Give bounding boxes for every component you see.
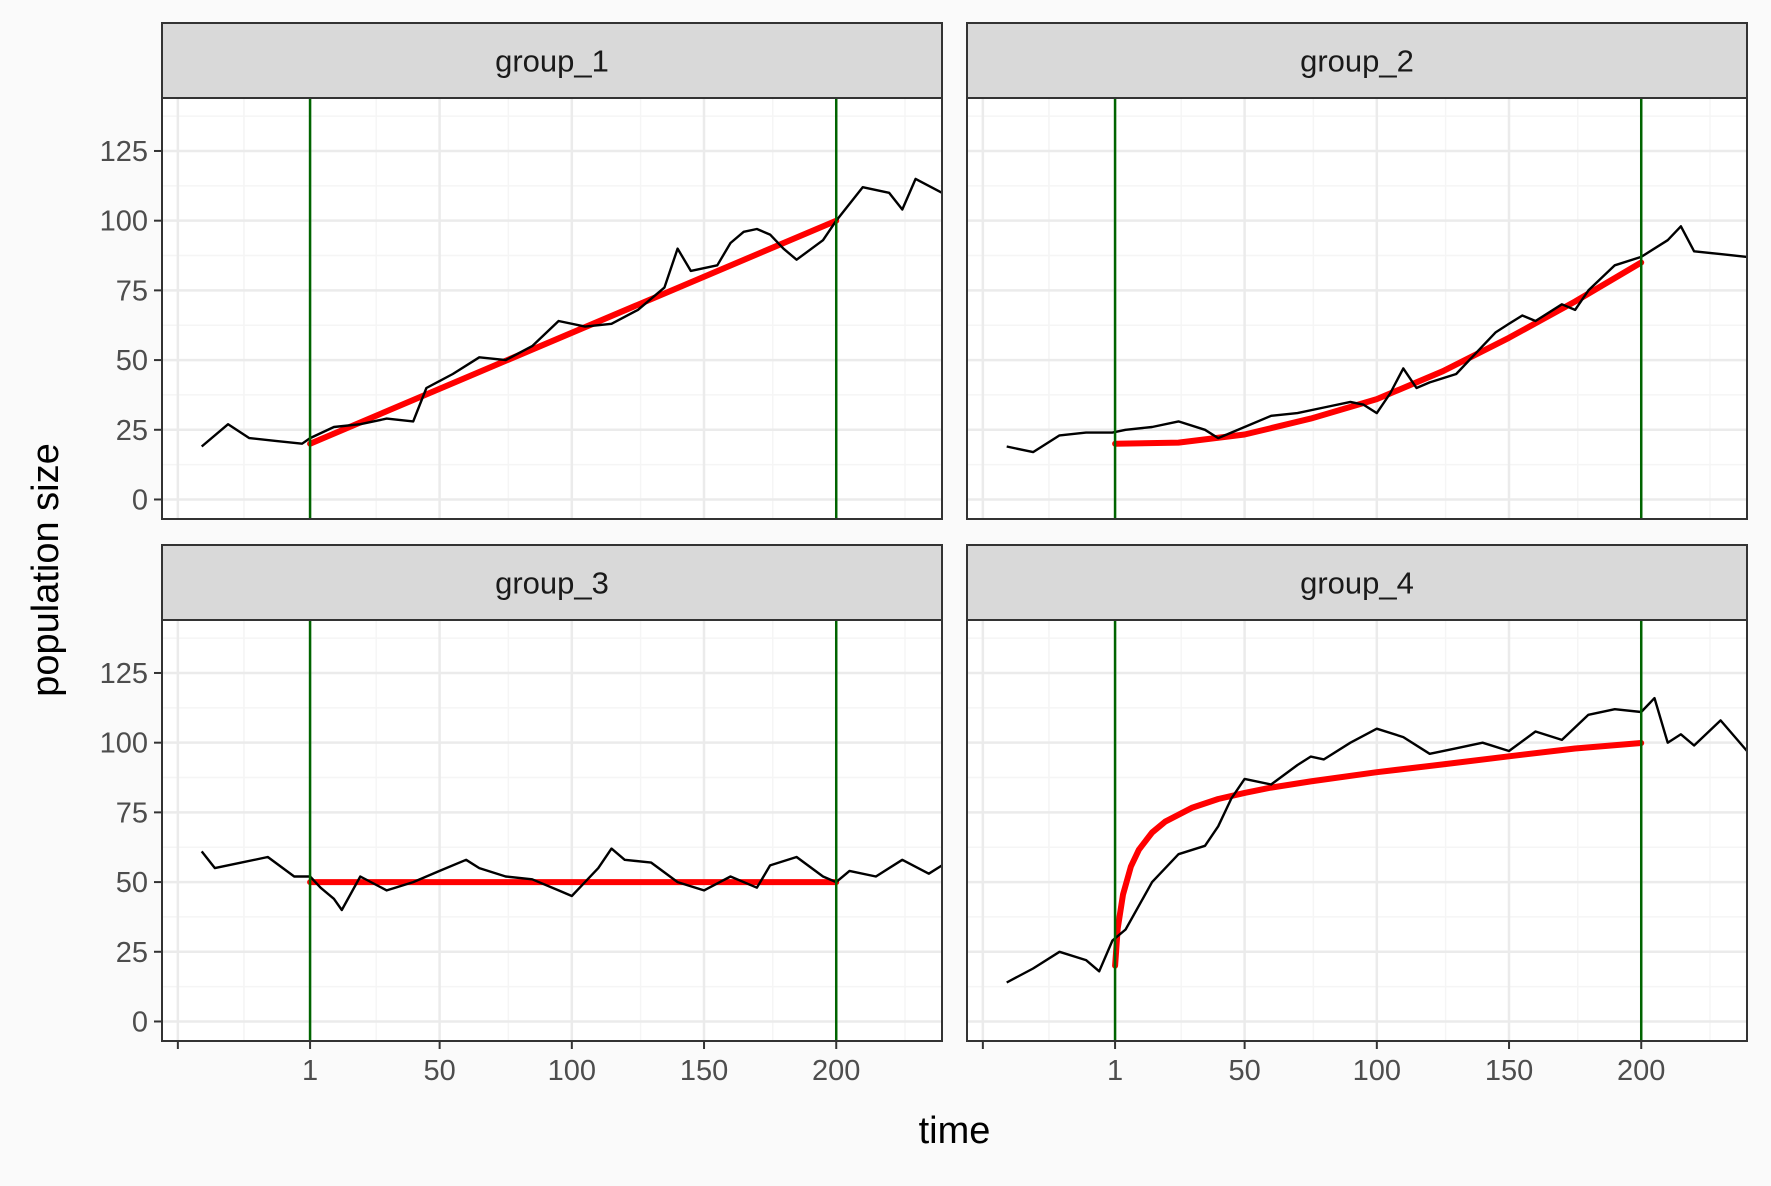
fitted-series-line: [1112, 259, 1645, 447]
panel-border: [161, 619, 943, 1042]
panel-border: [966, 619, 1748, 1042]
panel-4: group_41 50 100 150 200: [966, 544, 1748, 1087]
observed-series-line: [1006, 225, 1748, 454]
panel-border: [966, 97, 1748, 520]
strip-label: group_4: [1300, 566, 1414, 601]
y-tick-label: 0: [132, 1006, 148, 1038]
y-tick-label: 50: [116, 345, 148, 377]
x-tick-label: 200: [812, 1055, 860, 1087]
strip-label: group_1: [495, 44, 609, 79]
y-tick-label: 25: [116, 937, 148, 969]
x-tick-label: 150: [1485, 1055, 1533, 1087]
panel-background: [162, 98, 942, 519]
strip-background: [966, 544, 1748, 621]
y-tick-label: 100: [100, 728, 148, 760]
strip-label: group_3: [495, 566, 609, 601]
x-tick-label: 50: [423, 1055, 455, 1087]
x-tick-label: 100: [1353, 1055, 1401, 1087]
panel-border: [161, 97, 943, 520]
x-tick-label: 100: [548, 1055, 596, 1087]
x-tick-label: 150: [680, 1055, 728, 1087]
x-tick-label: 50: [1228, 1055, 1260, 1087]
y-axis-title: population size: [25, 443, 67, 697]
fitted-series-line: [1112, 740, 1645, 969]
panel-background: [162, 620, 942, 1041]
y-tick-label: 100: [100, 206, 148, 238]
y-tick-label: 75: [116, 275, 148, 307]
y-tick-label: 0: [132, 484, 148, 516]
observed-series-line: [1006, 696, 1748, 984]
strip-background: [161, 22, 943, 99]
strip-background: [161, 544, 943, 621]
panel-2: group_2: [966, 22, 1748, 520]
strip-label: group_2: [1300, 44, 1414, 79]
panel-background: [967, 98, 1747, 519]
panel-background: [967, 620, 1747, 1041]
observed-series-line: [200, 177, 943, 448]
x-tick-label: 1: [1107, 1055, 1123, 1087]
y-tick-label: 125: [100, 658, 148, 690]
y-tick-label: 25: [116, 415, 148, 447]
x-tick-label: 1: [302, 1055, 318, 1087]
x-axis-title: time: [919, 1110, 991, 1152]
y-tick-label: 125: [100, 136, 148, 168]
fitted-series-line: [307, 217, 840, 447]
panel-1: group_1 0 25 50 75 100 125: [100, 22, 943, 520]
y-tick-label: 50: [116, 867, 148, 899]
x-tick-label: 200: [1617, 1055, 1665, 1087]
observed-series-line: [200, 847, 943, 912]
y-tick-label: 75: [116, 797, 148, 829]
